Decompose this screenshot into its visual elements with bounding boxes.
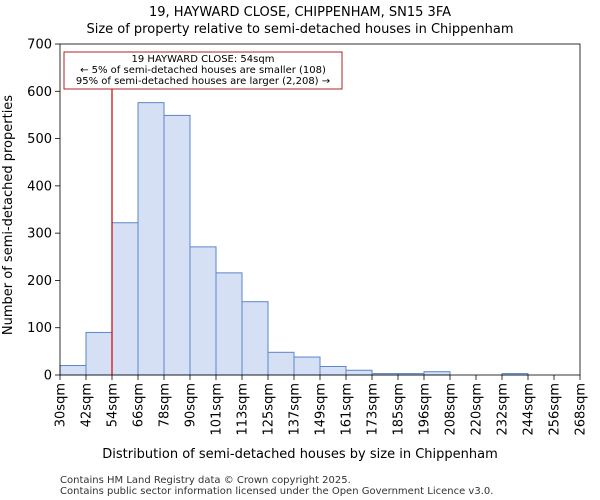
y-axis: 0 100 200 300 400 500 600 700 (27, 38, 60, 384)
y-tick-label: 400 (27, 179, 52, 194)
y-tick-label: 700 (27, 38, 52, 53)
x-tick-label: 125sqm (262, 383, 277, 436)
x-tick-label: 185sqm (392, 383, 407, 436)
x-tick-label: 173sqm (366, 383, 381, 436)
x-tick-label: 30sqm (54, 383, 69, 427)
annotation-line-2: ← 5% of semi-detached houses are smaller… (80, 65, 326, 76)
bar-196sqm (423, 371, 451, 376)
bar-54sqm (111, 222, 139, 376)
x-tick-label: 208sqm (444, 383, 459, 436)
bar-125sqm (267, 351, 295, 376)
x-tick-label: 220sqm (470, 383, 485, 436)
bar-161sqm (345, 369, 373, 376)
x-tick-label: 256sqm (548, 383, 563, 436)
bar-137sqm (293, 356, 321, 376)
x-axis-label: Distribution of semi-detached houses by … (102, 447, 498, 462)
bar-66sqm (137, 102, 165, 376)
y-tick-label: 200 (27, 274, 52, 289)
bar-149sqm (319, 365, 347, 376)
bar-42sqm (85, 331, 113, 376)
annotation-line-1: 19 HAYWARD CLOSE: 54sqm (132, 54, 275, 65)
x-tick-label: 137sqm (288, 383, 303, 436)
bar-30sqm (59, 365, 87, 376)
y-tick-label: 600 (27, 85, 52, 100)
x-tick-label: 196sqm (418, 383, 433, 436)
x-axis: 30sqm 42sqm 54sqm 66sqm 78sqm 90sqm 101sqm 113s… (54, 375, 589, 436)
bar-113sqm (241, 301, 269, 376)
x-tick-label: 90sqm (184, 383, 199, 427)
bar-90sqm (189, 246, 217, 376)
x-tick-label: 54sqm (106, 383, 121, 427)
annotation-box: 19 HAYWARD CLOSE: 54sqm ← 5% of semi-det… (63, 51, 343, 90)
x-tick-label: 244sqm (522, 383, 537, 436)
x-tick-label: 149sqm (314, 383, 329, 436)
x-tick-label: 113sqm (236, 383, 251, 436)
x-tick-label: 101sqm (210, 383, 225, 436)
footer-line-2: Contains public sector information licen… (60, 486, 493, 497)
annotation-frame (63, 51, 343, 90)
chart-title-line1: 19, HAYWARD CLOSE, CHIPPENHAM, SN15 3FA (149, 5, 451, 20)
y-axis-label: Number of semi-detached properties (1, 95, 16, 335)
bars-layer (59, 102, 529, 376)
plot-frame (59, 43, 581, 376)
bar-101sqm (215, 272, 243, 376)
x-tick-label: 66sqm (132, 383, 147, 427)
x-tick-label: 78sqm (158, 383, 173, 427)
x-tick-label: 42sqm (80, 383, 95, 427)
footer-line-1: Contains HM Land Registry data © Crown c… (60, 475, 351, 486)
y-tick-label: 500 (27, 132, 52, 147)
y-tick-label: 0 (44, 369, 52, 384)
y-tick-label: 300 (27, 227, 52, 242)
x-tick-label: 232sqm (496, 383, 511, 436)
x-tick-label: 268sqm (574, 383, 589, 436)
chart-title-line2: Size of property relative to semi-detach… (86, 22, 513, 37)
y-tick-label: 100 (27, 321, 52, 336)
bar-78sqm (163, 114, 191, 376)
annotation-line-3: 95% of semi-detached houses are larger (… (76, 76, 330, 87)
x-tick-label: 161sqm (340, 383, 355, 436)
